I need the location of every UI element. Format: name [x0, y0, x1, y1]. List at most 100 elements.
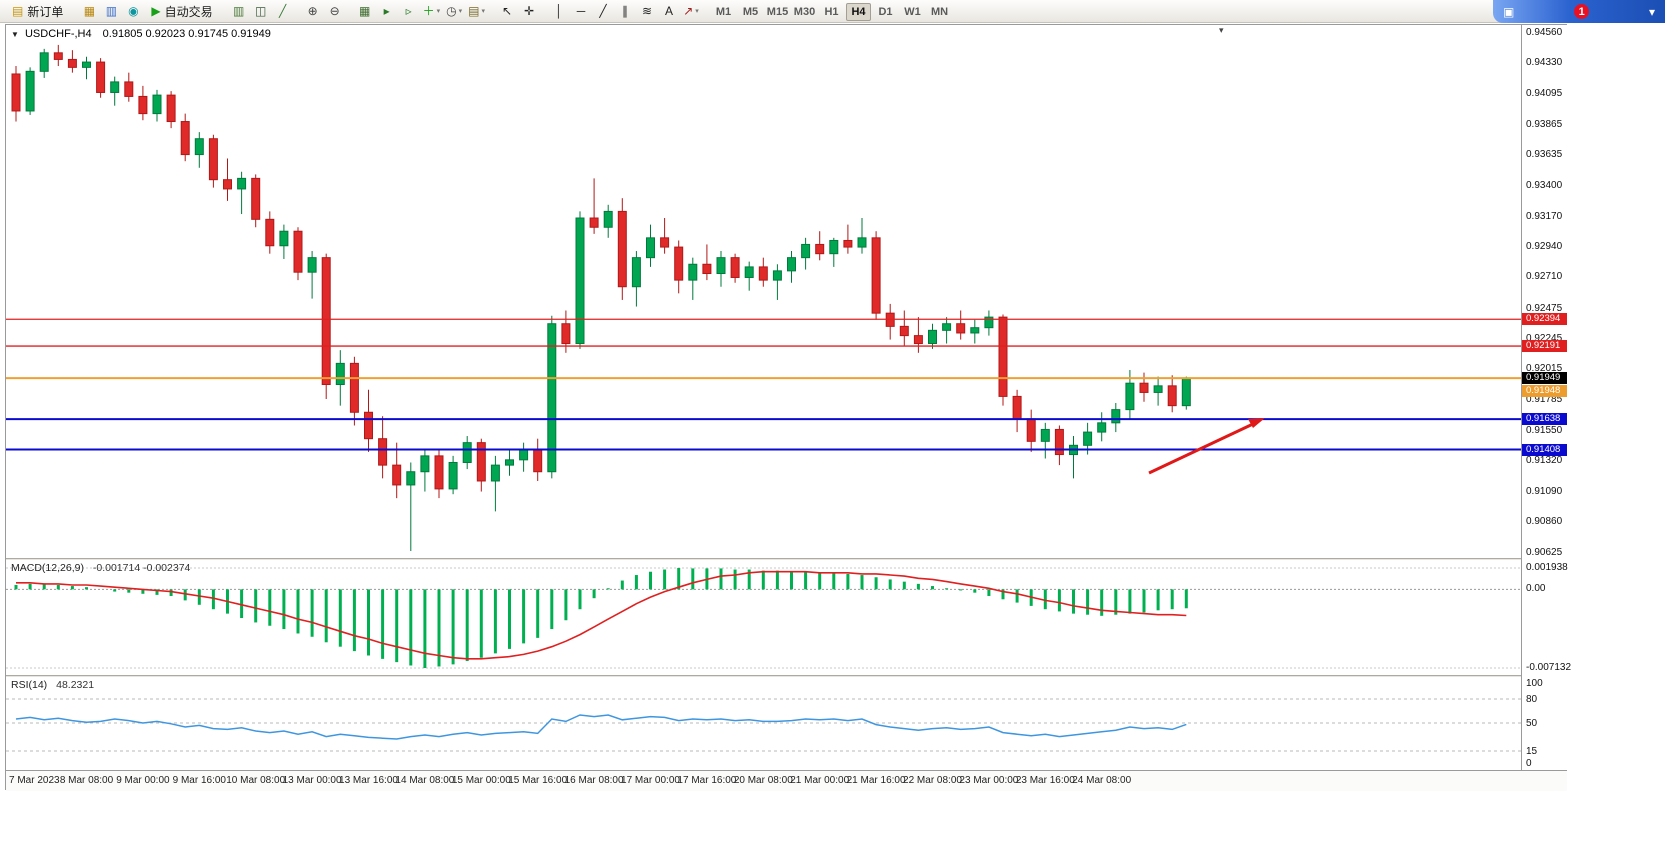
timeframe-M15[interactable]: M15	[766, 5, 789, 18]
trend-arrow-head[interactable]	[1248, 418, 1265, 428]
candlestick	[321, 257, 331, 386]
symbol-dropdown-icon[interactable]: ▼	[11, 30, 19, 39]
price-scale-label: 0.93400	[1526, 180, 1563, 192]
fibonacci-icon[interactable]: ≋	[637, 1, 657, 21]
price-flag-0.91638: 0.91638	[1522, 413, 1567, 426]
templates-glyph: ▤	[468, 4, 480, 18]
timeframe-H1[interactable]: H1	[824, 5, 839, 18]
timeframe-M1[interactable]: M1	[715, 5, 732, 18]
candles	[11, 44, 1191, 552]
candlestick	[603, 210, 613, 228]
horizontal-line-icon[interactable]: ─	[571, 1, 591, 21]
price-scale-label: 0.91550	[1526, 424, 1563, 436]
text-label-icon[interactable]: A	[659, 1, 679, 21]
vertical-line-icon[interactable]: │	[549, 1, 569, 21]
notification-badge[interactable]: 1	[1574, 4, 1590, 19]
community-icon[interactable]: ◉	[123, 1, 143, 21]
autotrading-button[interactable]: ▶ 自动交易	[145, 1, 218, 21]
candlestick	[25, 70, 35, 112]
chart-window: ▼ USDCHF-,H4 0.91805 0.92023 0.91745 0.9…	[5, 24, 1571, 791]
timeframe-MN[interactable]: MN	[930, 5, 949, 18]
candlestick	[1026, 418, 1036, 442]
indicators-button[interactable]: ＋ ▾	[421, 1, 443, 21]
dropdown-arrow-icon[interactable]: ▾	[481, 8, 485, 15]
trend-arrow-annotation[interactable]	[1148, 422, 1254, 475]
dropdown-icon[interactable]: ▾	[1648, 4, 1655, 19]
panel-splitter[interactable]	[6, 558, 1567, 560]
bar-chart-icon[interactable]: ▥	[229, 1, 249, 21]
templates-button[interactable]: ▤ ▾	[466, 1, 487, 21]
macd-axis[interactable]: 0.001938 0.00 -0.007132	[1522, 560, 1571, 675]
crosshair-icon[interactable]: ✛	[519, 1, 539, 21]
community-icon-glyph: ◉	[128, 4, 139, 18]
cursor-icon[interactable]: ↖	[497, 1, 517, 21]
candlestick	[801, 243, 811, 259]
equidistant-channel-icon-glyph: ∥	[622, 4, 628, 18]
profiles-icon[interactable]: ▥	[101, 1, 121, 21]
equidistant-channel-icon[interactable]: ∥	[615, 1, 635, 21]
timeframe-M5[interactable]: M5	[742, 5, 759, 18]
candlestick	[617, 210, 627, 288]
panel-splitter[interactable]	[6, 675, 1567, 677]
main-toolbar: ▤ 新订单 ▦ ▥ ◉ ▶ 自动交易 ▥ ◫ ╱ ⊕ ⊖ ▦ ▸ ▹ ＋ ▾ ◷ ▾ ▤ ▾ ↖ ✛ │ ─ ╱ ∥ ≋ A ↗ ▾ M1 M…	[0, 0, 1665, 23]
candlestick	[1040, 428, 1050, 442]
price-axis[interactable]: 0.94560 0.94330 0.94095 0.93865 0.93635 0.934…	[1522, 25, 1571, 770]
timeframe-D1[interactable]: D1	[878, 5, 893, 18]
rsi-axis[interactable]: 100 80 50 15 0	[1522, 677, 1567, 770]
candlestick	[180, 121, 190, 156]
window-icon[interactable]: ▣	[1503, 4, 1515, 19]
candlestick	[1097, 422, 1107, 433]
chart-shift-marker-icon[interactable]: ▾	[1219, 25, 1224, 35]
timeframe-H4[interactable]: H4	[846, 2, 871, 21]
candlestick	[1153, 385, 1163, 393]
time-axis[interactable]: 7 Mar 2023 8 Mar 08:00 9 Mar 00:00 9 Mar 16…	[6, 770, 1567, 791]
price-flag-0.92394: 0.92394	[1522, 313, 1567, 326]
line-chart-icon[interactable]: ╱	[273, 1, 293, 21]
rsi-panel[interactable]: RSI(14) 48.2321	[6, 677, 1521, 770]
time-label: 7 Mar 2023	[9, 775, 60, 786]
candlestick	[702, 263, 712, 275]
rsi-name: RSI(14)	[11, 679, 48, 691]
rsi-scale-label: 80	[1526, 694, 1538, 705]
dropdown-arrow-icon[interactable]: ▾	[458, 8, 463, 15]
candlestick	[998, 316, 1008, 397]
zoom-out-icon[interactable]: ⊖	[325, 1, 345, 21]
timeframe-W1[interactable]: W1	[904, 5, 921, 18]
candlestick	[660, 237, 670, 248]
candlestick-chart[interactable]	[6, 25, 1521, 558]
price-scale-label: 0.91090	[1526, 485, 1563, 497]
trendline-icon[interactable]: ╱	[593, 1, 613, 21]
rsi-scale-label: 50	[1526, 718, 1538, 729]
price-scale-label: 0.94330	[1526, 57, 1563, 69]
macd-chart[interactable]	[6, 560, 1521, 675]
candlestick	[39, 52, 49, 72]
zoom-in-icon[interactable]: ⊕	[303, 1, 323, 21]
candlestick	[208, 138, 218, 181]
candlestick	[490, 464, 500, 482]
candlestick	[744, 266, 754, 278]
dropdown-arrow-icon[interactable]: ▾	[436, 8, 441, 15]
periods-button[interactable]: ◷ ▾	[444, 1, 464, 21]
rsi-scale-label: 100	[1526, 678, 1543, 689]
timeframe-M30[interactable]: M30	[793, 5, 816, 18]
candlestick	[307, 257, 317, 273]
charts-icon[interactable]: ▦	[79, 1, 99, 21]
arrows-icon[interactable]: ↗ ▾	[681, 1, 701, 21]
macd-panel[interactable]: MACD(12,26,9) -0.001714 -0.002374	[6, 560, 1521, 675]
price-chart-panel[interactable]: ▼ USDCHF-,H4 0.91805 0.92023 0.91745 0.9…	[6, 25, 1521, 558]
zoom-out-icon-glyph: ⊖	[329, 4, 340, 18]
candlestick-chart-icon[interactable]: ◫	[251, 1, 271, 21]
tile-windows-icon[interactable]: ▦	[355, 1, 375, 21]
time-label: 13 Mar 00:00	[282, 775, 342, 786]
dropdown-arrow-icon[interactable]: ▾	[695, 8, 699, 15]
chart-shift-icon[interactable]: ▹	[399, 1, 419, 21]
rsi-chart[interactable]	[6, 677, 1521, 770]
price-axis-main[interactable]: 0.94560 0.94330 0.94095 0.93865 0.93635 0.934…	[1522, 25, 1567, 558]
candlestick	[166, 94, 176, 123]
time-label: 15 Mar 16:00	[508, 775, 568, 786]
auto-scroll-icon[interactable]: ▸	[377, 1, 397, 21]
candlestick	[519, 448, 529, 461]
candlestick	[251, 177, 261, 220]
new-order-button[interactable]: ▤ 新订单	[6, 1, 69, 21]
cursor-icon-glyph: ↖	[501, 4, 513, 18]
